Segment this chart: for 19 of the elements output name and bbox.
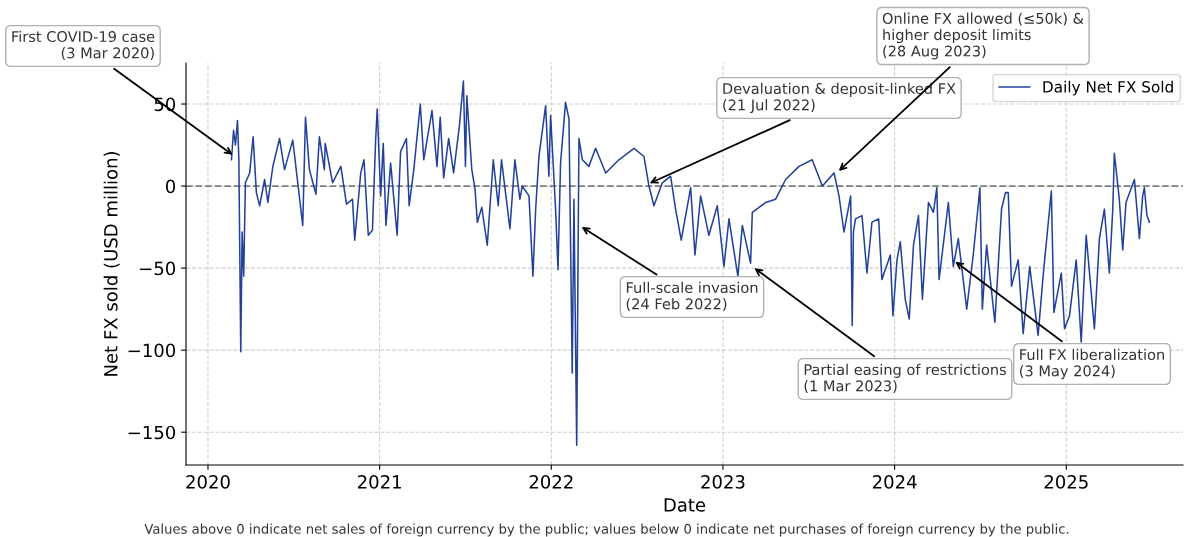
x-tick-label: 2025 [1044, 475, 1088, 489]
x-axis-title: Date [664, 498, 706, 512]
text: Values above 0 indicate net sales of foreign currency by the public; values below 0 indicate net purchases of foreign currency by the public. [144, 523, 1069, 537]
annotation: Online FX allowed (≤50k) & higher deposit limits (28 Aug 2023) [882, 12, 1084, 60]
annotation: Full-scale invasion (24 Feb 2022) [626, 281, 758, 312]
x-tick-label: 2021 [357, 475, 401, 489]
x-tick-label: 2024 [872, 475, 917, 489]
x-tick-label: 2023 [701, 475, 745, 489]
y-axis-title: Net FX sold (USD million) [103, 151, 120, 376]
y-tick-label: −150 [128, 425, 176, 440]
y-tick-label: −100 [128, 343, 176, 358]
y-tick-label: 0 [165, 179, 176, 194]
annotation: Full FX liberalization (3 May 2024) [1020, 348, 1164, 380]
x-tick-label: 2022 [529, 475, 573, 489]
annotation: First COVID-19 case (3 Mar 2020) [12, 30, 155, 61]
annotation: Partial easing of restrictions (1 Mar 2023) [804, 363, 1006, 394]
legend-label: Daily Net FX Sold [1043, 80, 1173, 96]
y-tick-label: −50 [140, 261, 176, 276]
x-tick-label: 2020 [186, 475, 230, 489]
